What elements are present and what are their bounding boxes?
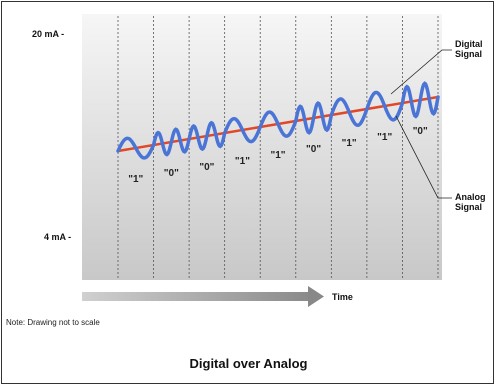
y-axis-top-label: 20 mA - xyxy=(32,29,64,39)
digital-signal-wave xyxy=(116,81,440,160)
analog-signal-label-1: Analog xyxy=(455,192,486,202)
time-arrow xyxy=(82,286,324,307)
bit-labels: "1" "0" "0" "1" "1" "0" "1" "1" "0" xyxy=(128,126,428,185)
bit-label: "1" xyxy=(235,156,250,167)
y-axis-bottom-label: 4 mA - xyxy=(44,232,71,242)
time-label: Time xyxy=(332,292,353,302)
bit-label: "0" xyxy=(306,144,321,155)
bit-label: "1" xyxy=(270,150,285,161)
bit-label: "1" xyxy=(128,174,143,185)
bit-label: "0" xyxy=(413,126,428,137)
bit-label: "1" xyxy=(342,138,357,149)
note-text: Note: Drawing not to scale xyxy=(6,318,100,327)
bit-label: "0" xyxy=(164,168,179,179)
bit-label: "0" xyxy=(199,162,214,173)
digital-signal-label-1: Digital xyxy=(455,39,483,49)
digital-signal-label-2: Signal xyxy=(455,49,482,59)
bit-label: "1" xyxy=(377,132,392,143)
digital-callout-line xyxy=(390,49,452,95)
analog-signal-label-2: Signal xyxy=(455,202,482,212)
diagram-caption: Digital over Analog xyxy=(189,356,308,371)
analog-callout-line xyxy=(395,115,452,199)
